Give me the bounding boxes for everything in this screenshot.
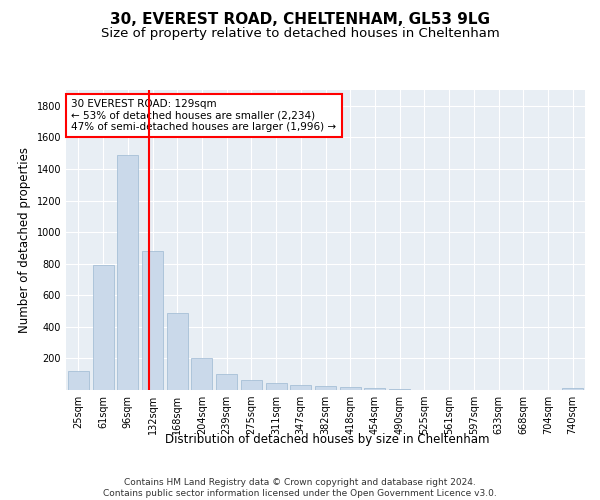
Bar (266, 383, 287, 390)
Bar (389, 389, 410, 390)
Bar (241, 380, 262, 390)
Bar (117, 154, 138, 390)
Bar (340, 387, 361, 390)
Text: Size of property relative to detached houses in Cheltenham: Size of property relative to detached ho… (101, 28, 499, 40)
Bar (315, 386, 336, 390)
Text: 30, EVEREST ROAD, CHELTENHAM, GL53 9LG: 30, EVEREST ROAD, CHELTENHAM, GL53 9LG (110, 12, 490, 28)
Bar (167, 312, 188, 390)
Bar (68, 371, 89, 390)
Text: 30 EVEREST ROAD: 129sqm
← 53% of detached houses are smaller (2,234)
47% of semi: 30 EVEREST ROAD: 129sqm ← 53% of detache… (71, 99, 337, 132)
Text: Distribution of detached houses by size in Cheltenham: Distribution of detached houses by size … (165, 432, 489, 446)
Bar (191, 358, 212, 390)
Bar (364, 388, 385, 390)
Bar (92, 266, 113, 390)
Bar (562, 388, 583, 390)
Bar (290, 385, 311, 390)
Bar (216, 374, 237, 390)
Text: Contains HM Land Registry data © Crown copyright and database right 2024.
Contai: Contains HM Land Registry data © Crown c… (103, 478, 497, 498)
Y-axis label: Number of detached properties: Number of detached properties (18, 147, 31, 333)
Bar (142, 251, 163, 390)
